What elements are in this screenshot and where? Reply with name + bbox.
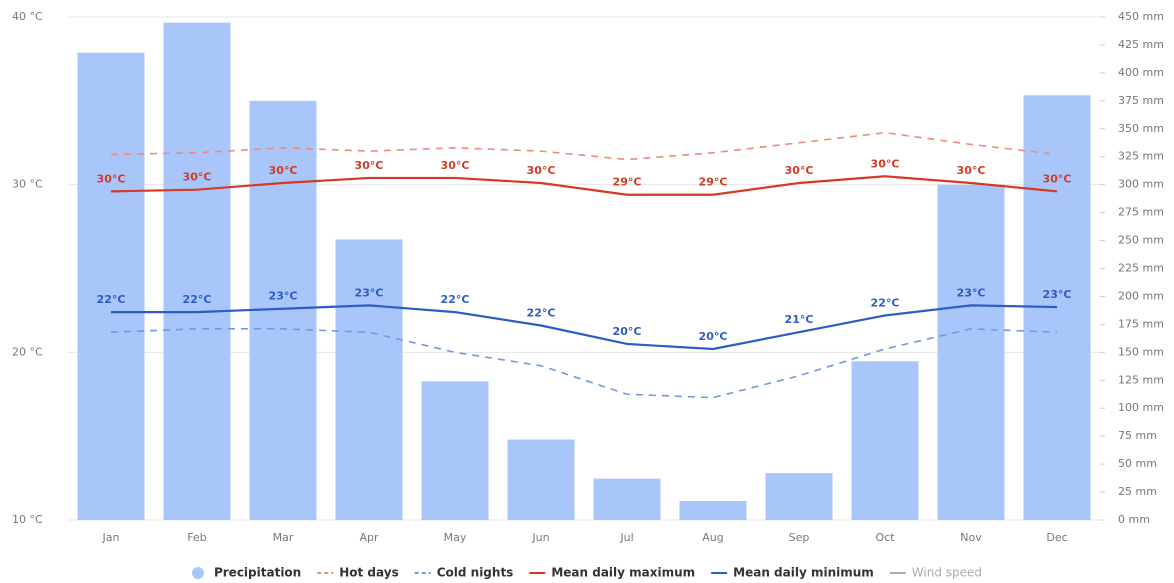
y2-tick-label: 50 mm [1118, 457, 1157, 470]
value-label: 29°C [699, 176, 728, 189]
x-tick-label: Jul [619, 531, 633, 544]
value-label: 29°C [613, 176, 642, 189]
y2-tick-label: 200 mm [1118, 289, 1164, 302]
x-tick-label: Nov [960, 531, 982, 544]
y2-tick-label: 275 mm [1118, 206, 1164, 219]
value-label: 30°C [355, 159, 384, 172]
y2-tick-label: 250 mm [1118, 234, 1164, 247]
legend-label: Cold nights [437, 566, 514, 580]
value-label: 20°C [613, 325, 642, 338]
precipitation-bar [507, 439, 575, 520]
value-label: 23°C [269, 290, 298, 303]
legend-label: Precipitation [214, 566, 301, 580]
y-tick-label: 10 °C [12, 513, 43, 526]
value-label: 30°C [527, 164, 556, 177]
y2-tick-label: 75 mm [1118, 429, 1157, 442]
legend-item: Wind speed [889, 566, 982, 580]
value-label: 21°C [785, 313, 814, 326]
value-label: 30°C [269, 164, 298, 177]
y2-tick-label: 125 mm [1118, 373, 1164, 386]
x-tick-label: Mar [273, 531, 294, 544]
value-label: 23°C [957, 286, 986, 299]
precipitation-bar [335, 239, 403, 520]
precipitation-bar [421, 381, 489, 520]
precipitation-bar [851, 361, 919, 520]
precipitation-bar [765, 473, 833, 520]
value-label: 30°C [957, 164, 986, 177]
y2-tick-label: 425 mm [1118, 38, 1164, 51]
legend-item: Mean daily maximum [529, 566, 695, 580]
value-label: 30°C [1043, 172, 1072, 185]
y2-tick-label: 25 mm [1118, 485, 1157, 498]
value-label: 30°C [441, 159, 470, 172]
legend-label: Hot days [339, 566, 398, 580]
precipitation-bar [77, 52, 145, 520]
temperature-line [110, 131, 1058, 161]
x-tick-label: Dec [1046, 531, 1067, 544]
value-label: 22°C [871, 296, 900, 309]
y-tick-label: 30 °C [12, 178, 43, 191]
y-tick-label: 20 °C [12, 345, 43, 358]
x-tick-label: May [444, 531, 467, 544]
legend-label: Mean daily minimum [733, 566, 874, 580]
y2-tick-label: 150 mm [1118, 345, 1164, 358]
value-label: 30°C [97, 172, 126, 185]
x-tick-label: Feb [187, 531, 206, 544]
y-tick-label: 40 °C [12, 10, 43, 23]
x-tick-label: Jan [102, 531, 120, 544]
value-label: 30°C [785, 164, 814, 177]
legend-label: Mean daily maximum [551, 566, 695, 580]
value-label: 22°C [183, 293, 212, 306]
y2-tick-label: 100 mm [1118, 401, 1164, 414]
x-tick-label: Oct [875, 531, 895, 544]
value-label: 22°C [527, 307, 556, 320]
temperature-line [110, 175, 1058, 196]
x-tick-label: Jun [531, 531, 549, 544]
legend-item: Mean daily minimum [711, 566, 874, 580]
value-label: 22°C [97, 293, 126, 306]
legend-label: Wind speed [912, 566, 982, 580]
precipitation-bar [593, 478, 661, 520]
x-tick-label: Aug [702, 531, 723, 544]
value-label: 23°C [355, 286, 384, 299]
legend-symbol [191, 567, 204, 579]
temperature-line [111, 304, 1058, 351]
value-label: 30°C [871, 157, 900, 170]
x-tick-label: Apr [359, 531, 379, 544]
precipitation-bar [163, 22, 231, 520]
y2-tick-label: 350 mm [1118, 122, 1164, 135]
y2-tick-label: 0 mm [1118, 513, 1150, 526]
precipitation-bar [937, 184, 1005, 520]
y2-tick-label: 225 mm [1118, 262, 1164, 275]
legend-item: Precipitation [191, 566, 301, 580]
value-label: 23°C [1043, 288, 1072, 301]
legend: Precipitation Hot days Cold nights Mean dai… [191, 566, 982, 580]
precipitation-bar [679, 500, 747, 520]
y2-tick-label: 450 mm [1118, 10, 1164, 23]
temperature-line [110, 328, 1058, 399]
y2-tick-label: 375 mm [1118, 94, 1164, 107]
value-label: 22°C [441, 293, 470, 306]
legend-item: Cold nights [414, 566, 514, 580]
y2-tick-label: 400 mm [1118, 66, 1164, 79]
legend-item: Hot days [317, 566, 399, 580]
y2-tick-label: 175 mm [1118, 317, 1164, 330]
y2-tick-label: 325 mm [1118, 150, 1164, 163]
x-tick-label: Sep [789, 531, 810, 544]
y2-tick-label: 300 mm [1118, 178, 1164, 191]
value-label: 30°C [183, 171, 212, 184]
value-label: 20°C [699, 330, 728, 343]
